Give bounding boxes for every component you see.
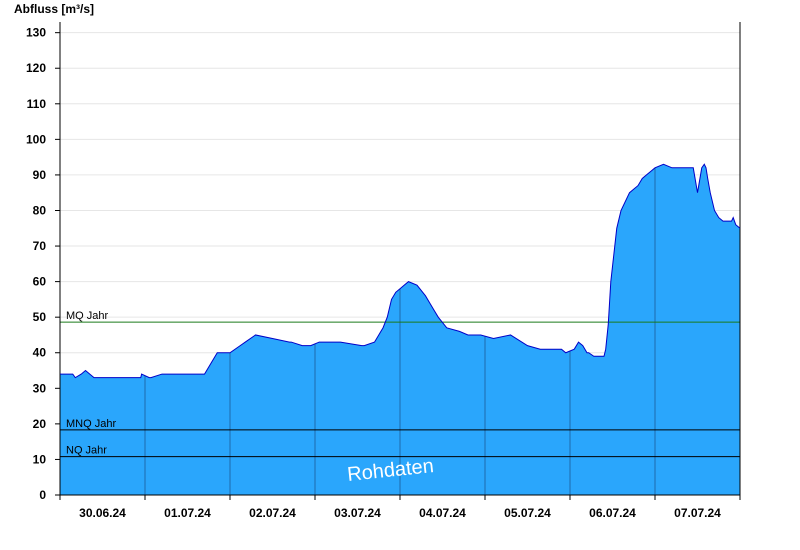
ref-line-label: NQ Jahr: [66, 445, 107, 457]
x-tick-label: 30.06.24: [79, 506, 126, 520]
y-tick-label: 0: [39, 488, 46, 502]
ref-line-label: MNQ Jahr: [66, 418, 116, 430]
x-tick-label: 03.07.24: [334, 506, 381, 520]
y-tick-label: 100: [26, 132, 46, 146]
y-tick-label: 110: [27, 97, 47, 111]
y-tick-label: 40: [33, 346, 47, 360]
y-tick-label: 10: [33, 452, 47, 466]
discharge-line: [60, 163, 741, 379]
y-tick-label: 70: [33, 239, 47, 253]
ref-line-label: MQ Jahr: [66, 310, 109, 322]
x-tick-label: 05.07.24: [504, 506, 551, 520]
y-tick-label: 80: [33, 203, 47, 217]
y-tick-label: 20: [33, 417, 47, 431]
y-tick-label: 30: [33, 381, 47, 395]
y-tick-label: 120: [26, 61, 46, 75]
y-tick-label: 60: [33, 275, 47, 289]
x-tick-label: 07.07.24: [674, 506, 721, 520]
x-tick-label: 01.07.24: [164, 506, 211, 520]
x-tick-label: 02.07.24: [249, 506, 296, 520]
axes: 0 10 20 30 40 50 60 70 80 90 100 110 120 130 30.06.24 0…: [26, 22, 741, 520]
y-tick-label: 130: [26, 26, 46, 40]
y-axis-title: Abfluss [m³/s]: [14, 2, 94, 16]
x-tick-label: 06.07.24: [589, 506, 636, 520]
y-tick-label: 90: [33, 168, 47, 182]
x-tick-label: 04.07.24: [419, 506, 466, 520]
y-tick-label: 50: [33, 310, 47, 324]
